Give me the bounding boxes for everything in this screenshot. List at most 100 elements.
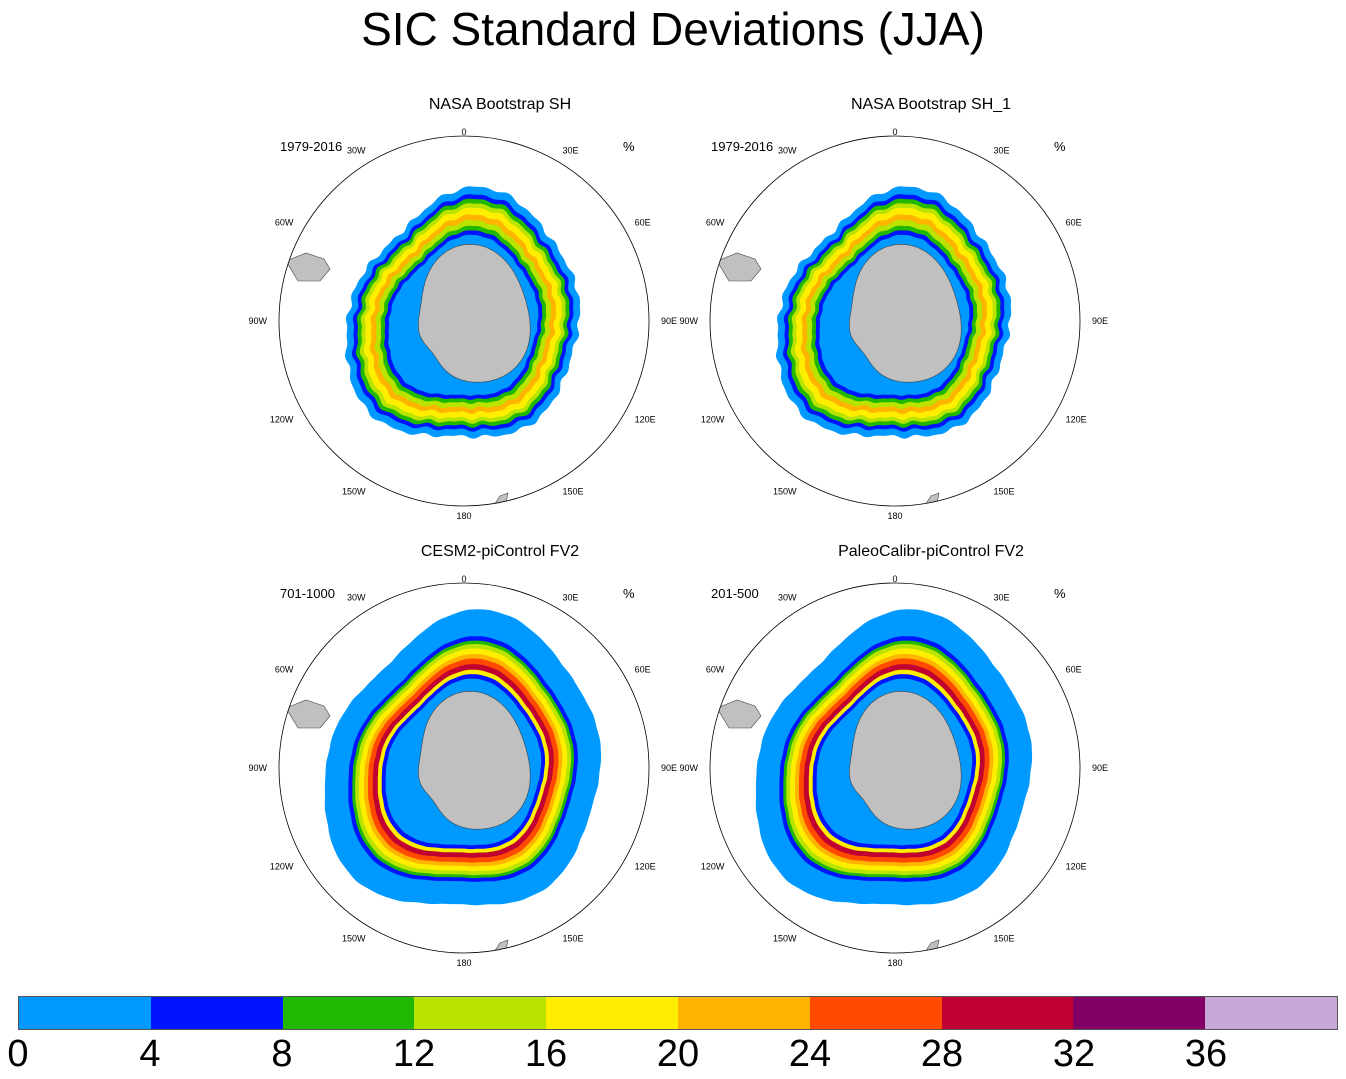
colorbar-label: 0 bbox=[7, 1033, 29, 1075]
south-america-landmass bbox=[716, 252, 762, 282]
map-panel-3: CESM2-piControl FV2 701-1000 % 0 30E 60E 90… bbox=[248, 543, 720, 992]
colorbar-swatch bbox=[1205, 997, 1337, 1029]
longitude-label: 0 bbox=[461, 127, 466, 137]
longitude-label: 90E bbox=[661, 316, 677, 326]
longitude-label: 150E bbox=[563, 487, 584, 497]
longitude-label: 90E bbox=[1092, 763, 1108, 773]
longitude-label: 120E bbox=[1066, 415, 1087, 425]
colorbar-labels: 0 4 8 12 16 20 24 28 32 36 bbox=[0, 1032, 1346, 1077]
panel-period: 701-1000 bbox=[280, 586, 335, 601]
longitude-label: 30E bbox=[563, 592, 579, 602]
longitude-label: 120W bbox=[270, 862, 294, 872]
longitude-label: 120W bbox=[270, 415, 294, 425]
longitude-label: 30W bbox=[778, 145, 797, 155]
longitude-label: 0 bbox=[892, 127, 897, 137]
map-panel-4: PaleoCalibr-piControl FV2 201-500 % 0 30E… bbox=[679, 543, 1151, 992]
map-panel-1: NASA Bootstrap SH 1979-2016 % 0 30E 60E 90E… bbox=[248, 96, 720, 545]
colorbar-swatch bbox=[941, 997, 1074, 1029]
panel-title: CESM2-piControl FV2 bbox=[420, 543, 580, 560]
longitude-label: 30E bbox=[563, 145, 579, 155]
colorbar-swatch bbox=[19, 997, 151, 1029]
map-boundary bbox=[278, 135, 650, 507]
longitude-label: 120W bbox=[701, 415, 725, 425]
longitude-label: 60E bbox=[1066, 665, 1082, 675]
longitude-label: 150E bbox=[994, 934, 1015, 944]
longitude-label: 0 bbox=[461, 574, 466, 584]
colorbar-label: 20 bbox=[656, 1033, 700, 1075]
colorbar-swatch bbox=[809, 997, 942, 1029]
map-boundary bbox=[709, 582, 1081, 954]
panel-units: % bbox=[1054, 586, 1066, 601]
panel-period: 201-500 bbox=[711, 586, 759, 601]
panel-units: % bbox=[623, 586, 635, 601]
longitude-label: 30W bbox=[347, 145, 366, 155]
south-america-landmass bbox=[285, 252, 331, 282]
sea-ice-field bbox=[716, 609, 1033, 953]
sea-ice-field bbox=[716, 186, 1012, 506]
longitude-label: 60W bbox=[275, 218, 294, 228]
south-america-landmass bbox=[716, 699, 762, 729]
longitude-label: 30W bbox=[778, 592, 797, 602]
south-america-landmass bbox=[285, 699, 331, 729]
colorbar-swatch bbox=[677, 997, 810, 1029]
antarctica-landmass bbox=[849, 243, 962, 383]
colorbar-swatch bbox=[414, 997, 547, 1029]
colorbar-swatch bbox=[546, 997, 678, 1029]
longitude-label: 30E bbox=[994, 145, 1010, 155]
longitude-label: 60E bbox=[635, 665, 651, 675]
longitude-label: 60W bbox=[275, 665, 294, 675]
longitude-label: 30W bbox=[347, 592, 366, 602]
map-boundary bbox=[709, 135, 1081, 507]
colorbar-swatch bbox=[1073, 997, 1206, 1029]
colorbar-swatch bbox=[150, 997, 283, 1029]
sea-ice-field bbox=[285, 609, 602, 953]
longitude-label: 90W bbox=[248, 763, 267, 773]
colorbar-label: 36 bbox=[1184, 1033, 1228, 1075]
colorbar-swatch bbox=[282, 997, 415, 1029]
longitude-label: 90W bbox=[679, 316, 698, 326]
longitude-label: 180 bbox=[887, 511, 902, 521]
panel-units: % bbox=[1054, 139, 1066, 154]
panel-title: NASA Bootstrap SH bbox=[428, 96, 572, 113]
panel-period: 1979-2016 bbox=[711, 139, 774, 154]
longitude-label: 150W bbox=[342, 934, 366, 944]
longitude-label: 90E bbox=[1092, 316, 1108, 326]
longitude-label: 60E bbox=[1066, 218, 1082, 228]
longitude-label: 150E bbox=[563, 934, 584, 944]
longitude-label: 0 bbox=[892, 574, 897, 584]
colorbar-label: 8 bbox=[271, 1033, 293, 1075]
antarctica-landmass bbox=[849, 690, 962, 830]
colorbar-label: 32 bbox=[1052, 1033, 1096, 1075]
longitude-label: 60W bbox=[706, 665, 725, 675]
colorbar-label: 4 bbox=[139, 1033, 161, 1075]
longitude-label: 120E bbox=[1066, 862, 1087, 872]
panel-units: % bbox=[623, 139, 635, 154]
longitude-label: 60W bbox=[706, 218, 725, 228]
colorbar-label: 28 bbox=[920, 1033, 964, 1075]
longitude-label: 180 bbox=[456, 958, 471, 968]
longitude-label: 30E bbox=[994, 592, 1010, 602]
colorbar-label: 12 bbox=[392, 1033, 436, 1075]
colorbar-label: 24 bbox=[788, 1033, 832, 1075]
sea-ice-field bbox=[285, 186, 581, 506]
longitude-label: 90E bbox=[661, 763, 677, 773]
longitude-label: 120W bbox=[701, 862, 725, 872]
map-boundary bbox=[278, 582, 650, 954]
colorbar bbox=[18, 996, 1338, 1030]
panel-period: 1979-2016 bbox=[280, 139, 343, 154]
panel-title: PaleoCalibr-piControl FV2 bbox=[838, 543, 1024, 560]
longitude-label: 60E bbox=[635, 218, 651, 228]
map-panel-2: NASA Bootstrap SH_1 1979-2016 % 0 30E 60E 9… bbox=[679, 96, 1151, 545]
longitude-label: 90W bbox=[248, 316, 267, 326]
colorbar-label: 16 bbox=[524, 1033, 568, 1075]
antarctica-landmass bbox=[418, 243, 531, 383]
longitude-label: 150W bbox=[773, 487, 797, 497]
antarctica-landmass bbox=[418, 690, 531, 830]
longitude-label: 120E bbox=[635, 415, 656, 425]
figure-title: SIC Standard Deviations (JJA) bbox=[361, 3, 985, 55]
longitude-label: 90W bbox=[679, 763, 698, 773]
longitude-label: 150E bbox=[994, 487, 1015, 497]
longitude-label: 150W bbox=[342, 487, 366, 497]
panel-title: NASA Bootstrap SH_1 bbox=[850, 96, 1012, 113]
longitude-label: 120E bbox=[635, 862, 656, 872]
